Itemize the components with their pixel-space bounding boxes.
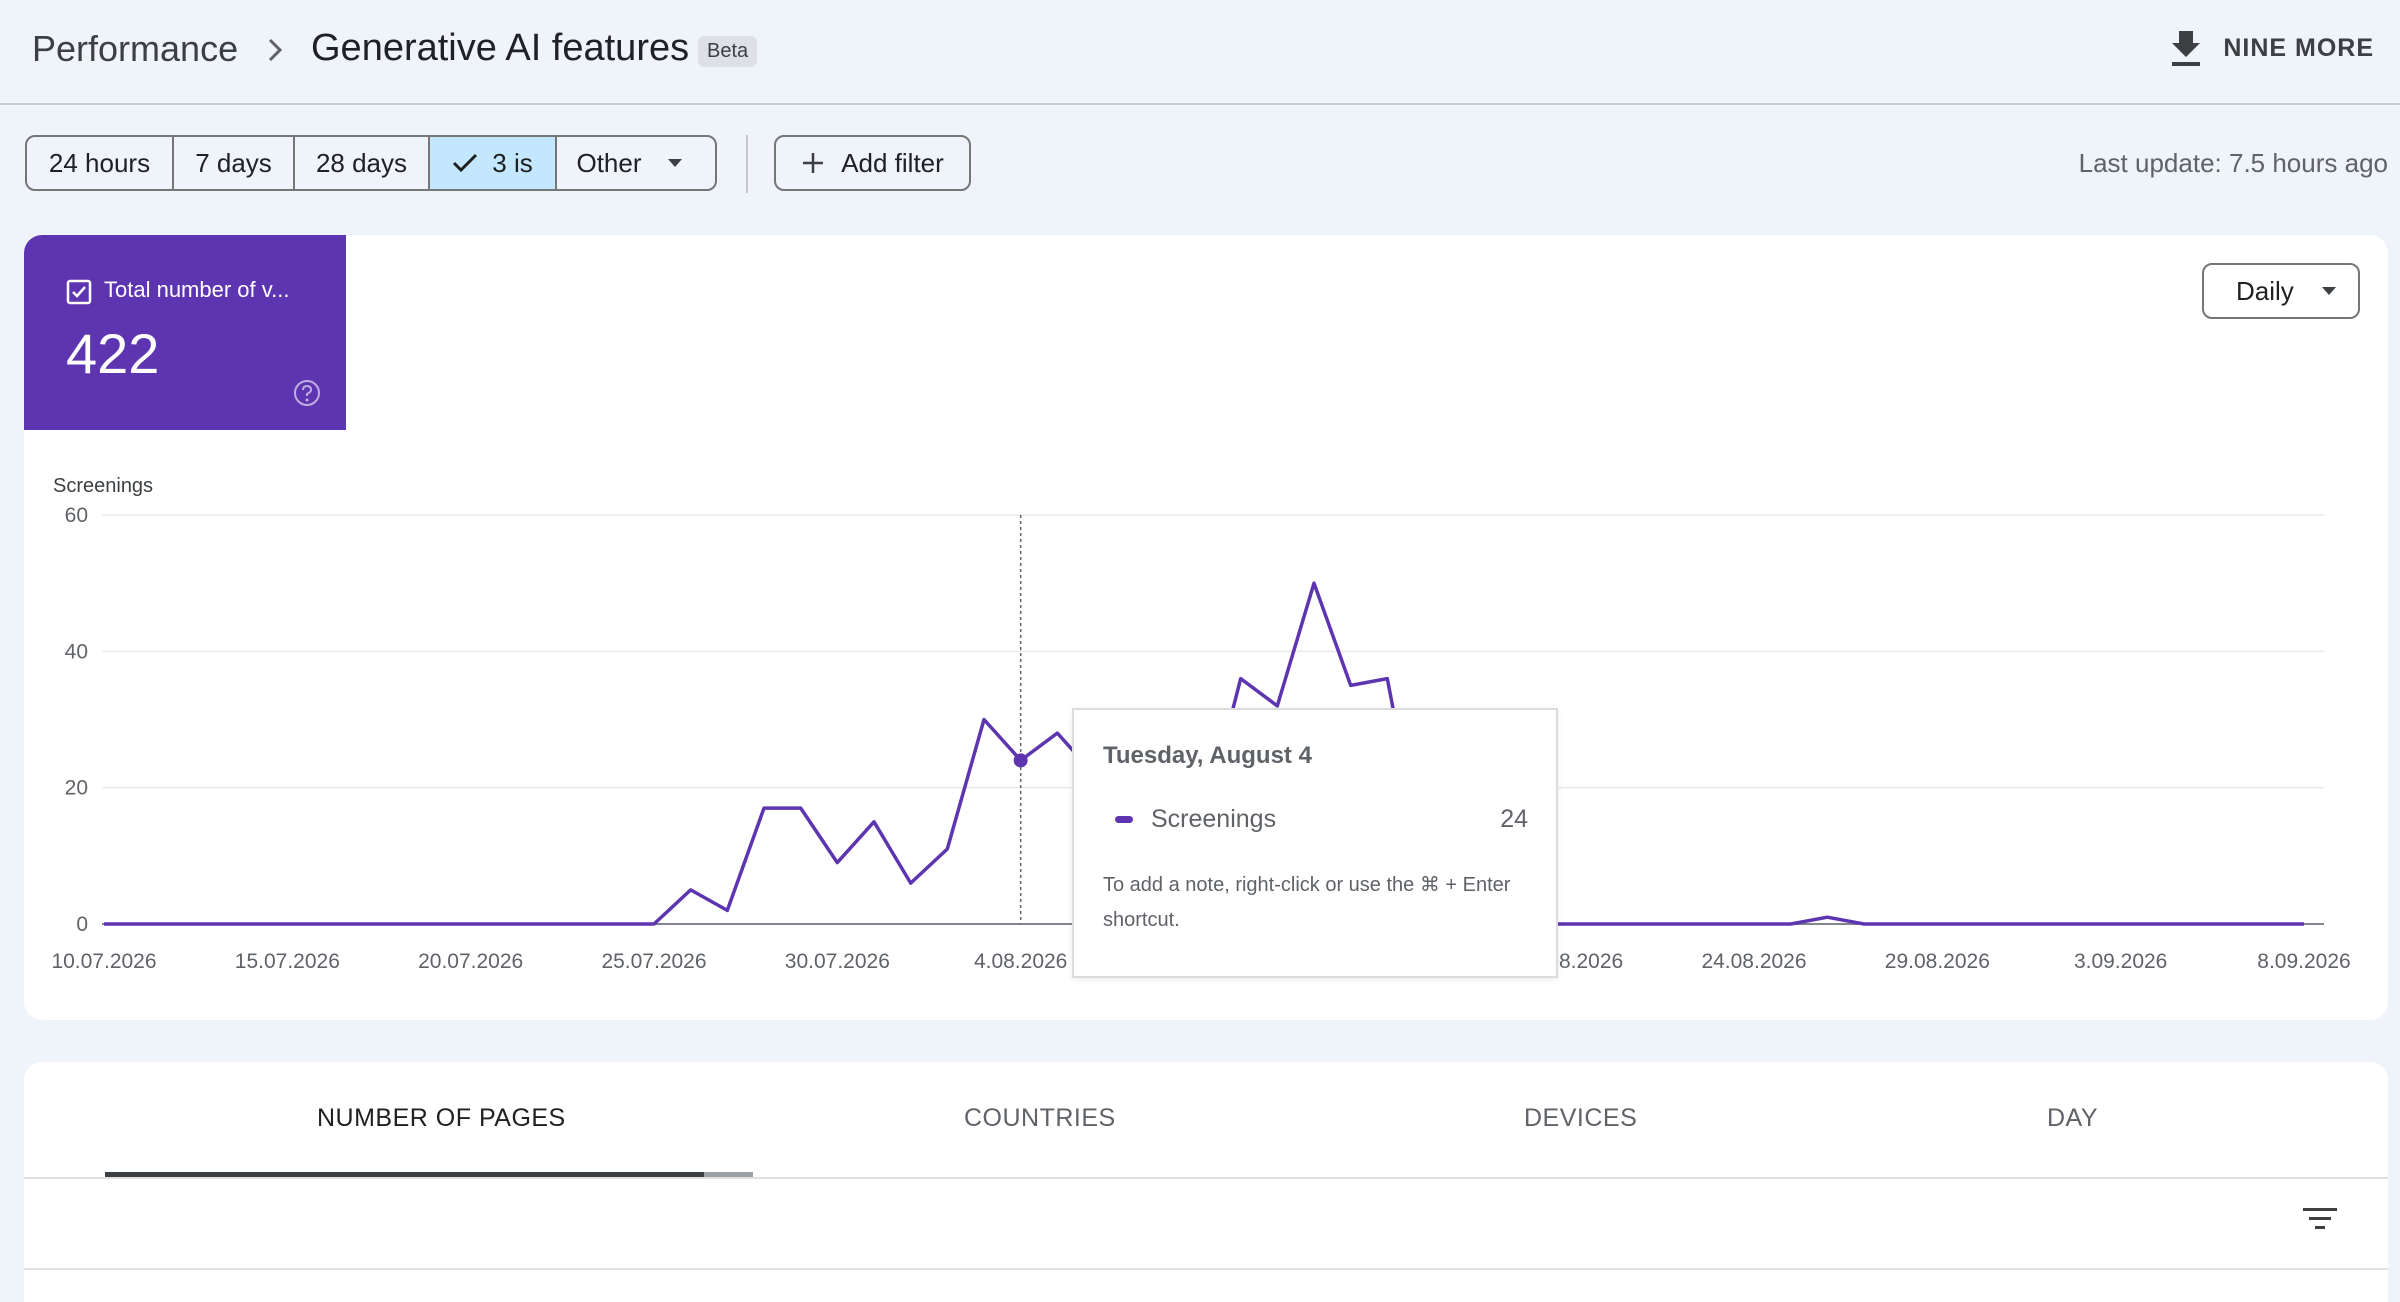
range-label: 24 hours <box>48 147 151 178</box>
x-tick-label: 4.08.2026 <box>974 950 1067 973</box>
x-tick-label: 30.07.2026 <box>785 950 890 973</box>
granularity-label: Daily <box>2236 275 2294 306</box>
y-tick-label: 40 <box>65 640 88 663</box>
active-tab-indicator <box>105 1172 753 1177</box>
x-tick-label: 10.07.2026 <box>51 950 156 973</box>
range-other-dropdown[interactable]: Other <box>557 137 715 189</box>
x-tick-label: 15.07.2026 <box>235 950 340 973</box>
range-3-is[interactable]: 3 is <box>430 137 557 189</box>
metric-value: 422 <box>66 322 160 385</box>
range-label: Other <box>576 147 642 178</box>
tooltip-series-value: 24 <box>1500 805 1528 833</box>
tooltip-note: To add a note, right-click or use the ⌘ … <box>1103 874 1511 931</box>
help-circle-icon[interactable] <box>293 379 321 407</box>
range-label: 28 days <box>315 147 408 178</box>
granularity-dropdown[interactable]: Daily <box>2202 263 2360 319</box>
x-tick-label: 8.09.2026 <box>2257 950 2350 973</box>
tab-day[interactable]: DAY <box>2047 1104 2099 1132</box>
toolbar-divider <box>746 135 748 193</box>
check-icon <box>453 153 478 173</box>
chart-tooltip: Tuesday, August 4 Screenings 24 To add a… <box>1072 708 1558 978</box>
tooltip-date: Tuesday, August 4 <box>1103 742 1312 769</box>
chart-card: Screenings 0 20 40 60 10.07.2026 15.07.2026 20.… <box>24 235 2388 1020</box>
tabs-divider <box>24 1177 2388 1179</box>
x-tick-label: 29.08.2026 <box>1885 950 1990 973</box>
breadcrumb-performance[interactable]: Performance <box>32 28 239 69</box>
y-tick-label: 20 <box>65 777 88 800</box>
export-label: NINE MORE <box>2223 33 2374 62</box>
tooltip-series-swatch <box>1115 816 1133 823</box>
range-24-hours[interactable]: 24 hours <box>27 137 174 189</box>
range-label: 3 is <box>492 147 533 178</box>
page-title: Generative AI features <box>311 27 690 69</box>
caret-down-icon <box>2321 287 2336 295</box>
metric-card-total[interactable]: Total number of v... 422 <box>24 235 346 430</box>
filter-list-icon[interactable] <box>2302 1205 2338 1233</box>
date-range-selector: 24 hours 7 days 28 days 3 is Other <box>25 135 717 191</box>
range-7-days[interactable]: 7 days <box>174 137 295 189</box>
x-tick-label: 24.08.2026 <box>1701 950 1806 973</box>
table-header-divider <box>24 1268 2388 1270</box>
checkbox-checked-icon <box>66 279 92 305</box>
add-filter-button[interactable]: Add filter <box>774 135 971 191</box>
tooltip-series-name: Screenings <box>1151 805 1277 833</box>
page-header: Performance Generative AI features Beta … <box>0 0 2400 105</box>
range-28-days[interactable]: 28 days <box>295 137 430 189</box>
range-label: 7 days <box>195 147 272 178</box>
tab-devices[interactable]: DEVICES <box>1524 1104 1638 1132</box>
tab-indicator-track <box>704 1172 753 1177</box>
y-tick-label: 60 <box>65 504 88 527</box>
chevron-right-icon <box>268 38 283 62</box>
add-filter-label: Add filter <box>841 147 944 178</box>
tab-countries[interactable]: COUNTRIES <box>964 1104 1116 1132</box>
x-tick-label: 20.07.2026 <box>418 950 523 973</box>
download-icon <box>2172 31 2201 66</box>
export-button[interactable]: NINE MORE <box>2169 26 2374 70</box>
x-tick-label: 3.09.2026 <box>2074 950 2167 973</box>
tab-number-of-pages[interactable]: NUMBER OF PAGES <box>317 1104 566 1132</box>
table-card: NUMBER OF PAGES COUNTRIES DEVICES DAY <box>24 1062 2388 1302</box>
last-update-text: Last update: 7.5 hours ago <box>2078 148 2388 178</box>
metric-label: Total number of v... <box>104 277 290 302</box>
y-tick-label: 0 <box>76 913 88 936</box>
beta-badge: Beta <box>698 36 758 67</box>
plus-icon <box>803 153 824 173</box>
x-tick-label: 25.07.2026 <box>601 950 706 973</box>
caret-down-icon <box>667 159 682 167</box>
y-axis-label: Screenings <box>53 475 153 497</box>
highlighted-point <box>1013 753 1028 768</box>
